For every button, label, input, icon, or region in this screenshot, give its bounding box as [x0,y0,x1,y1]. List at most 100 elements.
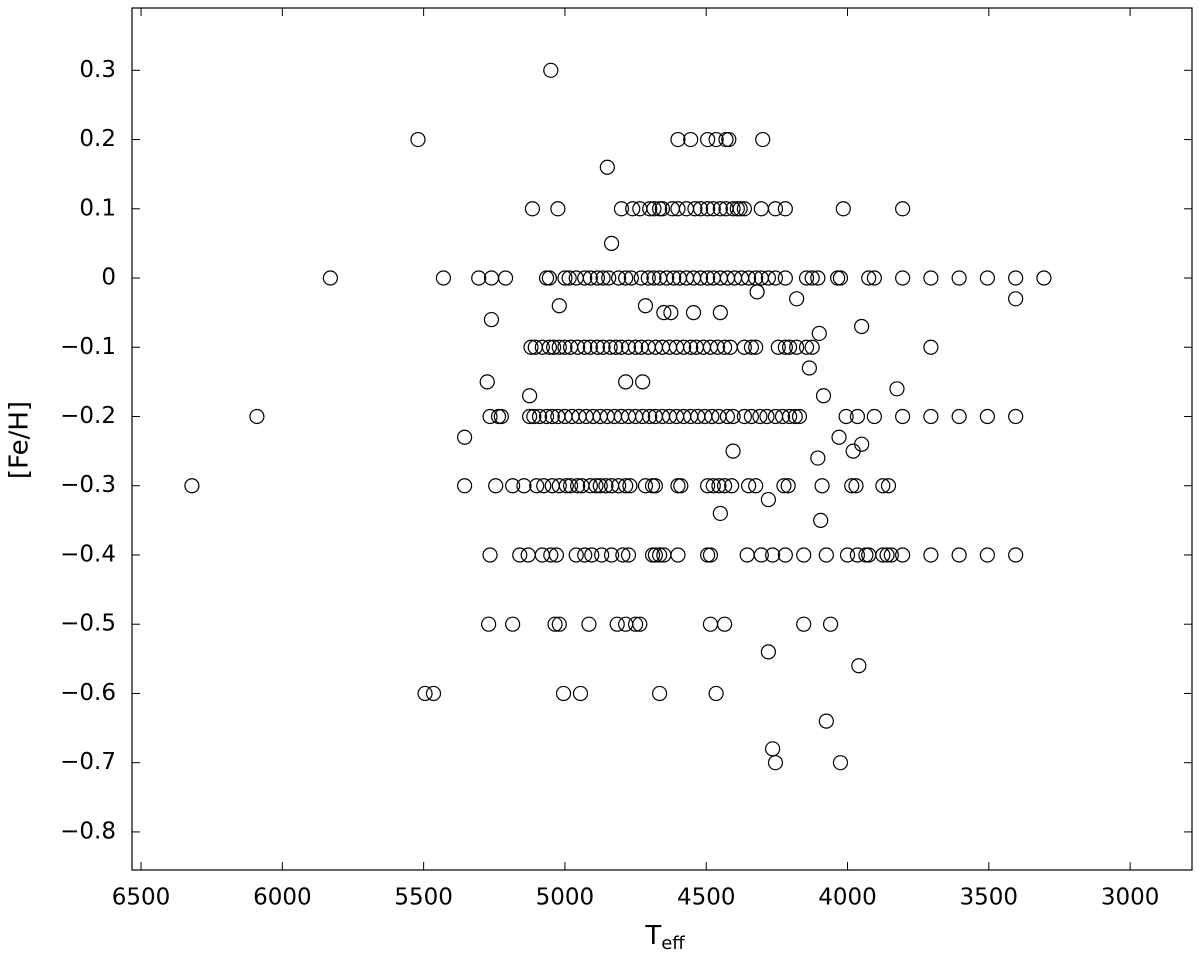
point [811,325,827,342]
point [558,478,574,494]
point [603,547,620,563]
point [551,616,567,632]
point [620,547,637,563]
point [526,408,542,425]
point [839,547,856,563]
point [584,547,600,563]
point [249,408,265,425]
point [522,388,538,404]
point [1008,408,1024,425]
point [529,478,545,494]
point [531,408,548,425]
point [725,201,741,217]
point [642,201,658,217]
point [854,318,870,335]
point [544,408,560,425]
point [551,339,567,355]
point [760,270,776,286]
point [534,547,550,563]
point [787,408,803,425]
point [687,201,703,217]
point [685,305,702,321]
point [577,339,593,355]
point [577,547,593,563]
point [536,478,552,494]
point [979,408,996,425]
point [741,270,757,286]
point [602,339,618,355]
x-tick-label: 5500 [394,885,453,911]
point [623,270,639,286]
point [570,339,586,355]
point [789,339,805,355]
point [814,478,830,494]
point [895,547,911,563]
point [736,201,752,217]
point [410,131,426,148]
point [692,201,709,217]
point [753,201,769,217]
point [979,270,996,286]
point [798,339,815,355]
point [1008,547,1024,563]
point [712,305,728,321]
point [753,547,769,563]
point [615,547,631,563]
point [895,408,911,425]
point [546,339,562,355]
point [557,270,573,286]
point [774,408,791,425]
point [620,339,637,355]
point [581,616,597,632]
point [582,478,598,494]
point [748,339,764,355]
point [700,547,716,563]
point [562,478,579,494]
point [541,339,557,355]
x-tick-label: 4000 [818,885,877,911]
point [551,478,567,494]
plot-frame [131,7,1193,871]
point [854,436,870,452]
point [704,408,720,425]
point [618,270,634,286]
point [637,478,654,494]
point [547,616,563,632]
point [592,478,608,494]
point [777,201,793,217]
point [895,270,911,286]
point [767,270,784,286]
point [752,408,768,425]
point [705,478,721,494]
y-tick-label: −0.7 [60,749,116,775]
point [879,547,895,563]
point [702,616,719,632]
y-tick-label: −0.8 [60,818,116,844]
point [640,270,656,286]
point [611,478,627,494]
point [505,478,521,494]
point [777,339,793,355]
point [866,408,882,425]
point [666,270,682,286]
point [557,339,573,355]
point [589,270,606,286]
point [483,311,500,328]
point [599,159,615,175]
point [670,478,686,494]
point [810,270,826,286]
y-tick-label: 0 [101,265,116,291]
point [789,291,805,307]
point [818,713,834,729]
x-tick-label: 4500 [677,885,736,911]
y-tick-label: −0.2 [60,403,116,429]
point [818,547,834,563]
point [719,408,736,425]
point [736,339,752,355]
point [951,408,967,425]
point [692,270,709,286]
point [716,616,733,632]
point [595,339,611,355]
point [608,339,624,355]
x-tick-label: 6000 [253,885,312,911]
